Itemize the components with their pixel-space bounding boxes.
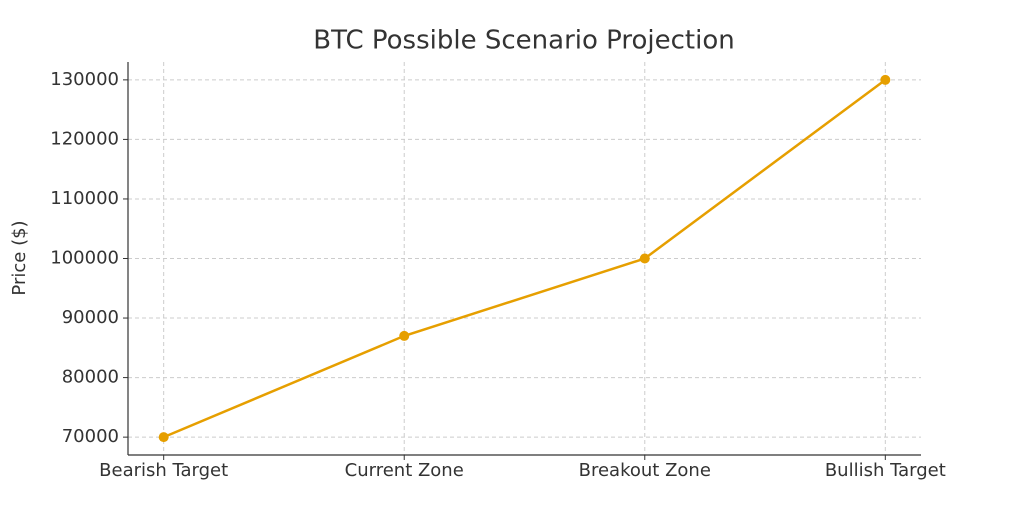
chart-title: BTC Possible Scenario Projection [313, 26, 734, 56]
point [158, 432, 169, 443]
x-tick-label: Current Zone [345, 460, 464, 481]
y-tick-label: 100000 [50, 248, 119, 269]
y-tick-label: 70000 [62, 426, 119, 447]
x-tick-label: Bullish Target [825, 460, 946, 481]
x-tick-label: Breakout Zone [579, 460, 711, 481]
y-tick-label: 90000 [62, 307, 119, 328]
point [880, 74, 891, 85]
point [639, 253, 650, 264]
line [163, 78, 887, 439]
y-tick-label: 110000 [50, 188, 119, 209]
y-tick-label: 80000 [62, 367, 119, 388]
y-axis-label: Price ($) [9, 220, 30, 295]
y-tick-label: 120000 [50, 128, 119, 149]
y-tick-label: 130000 [50, 69, 119, 90]
point [399, 330, 410, 341]
x-tick-label: Bearish Target [99, 460, 228, 481]
